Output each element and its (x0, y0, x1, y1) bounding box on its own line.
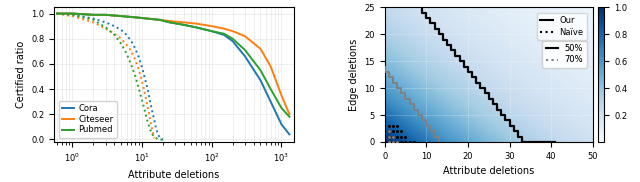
Line: Cora: Cora (57, 14, 289, 134)
Cora (193, 26, 200, 29)
Cora (241, 55, 249, 58)
Citeseer (208, 25, 216, 27)
Cora (229, 40, 237, 42)
Pubmed (53, 13, 61, 15)
X-axis label: Attribute deletions: Attribute deletions (129, 170, 220, 180)
Citeseer (278, 94, 285, 96)
Point (392, 135, 403, 138)
Pubmed (220, 33, 228, 35)
Citeseer (180, 21, 188, 23)
Point (409, 141, 419, 143)
Pubmed (193, 26, 200, 29)
Point (384, 130, 394, 133)
Citeseer (285, 113, 293, 115)
Point (396, 135, 406, 138)
Citeseer (193, 23, 200, 25)
Point (388, 135, 398, 138)
Point (392, 141, 403, 143)
Pubmed (241, 49, 249, 51)
Citeseer (220, 28, 228, 30)
Pubmed (156, 19, 164, 21)
Point (388, 141, 398, 143)
Point (388, 135, 398, 138)
Pubmed (102, 14, 109, 16)
Point (384, 141, 394, 143)
Cora (267, 101, 275, 103)
Citeseer (102, 14, 109, 16)
Legend: Cora, Citeseer, Pubmed: Cora, Citeseer, Pubmed (59, 101, 117, 138)
Pubmed (144, 17, 152, 20)
Citeseer (68, 13, 76, 15)
Citeseer (166, 20, 173, 22)
Cora (117, 15, 125, 17)
Citeseer (132, 16, 140, 18)
Cora (90, 14, 97, 16)
Cora (132, 16, 140, 18)
Cora (257, 79, 264, 81)
X-axis label: Attribute deletions: Attribute deletions (443, 166, 534, 176)
Pubmed (257, 69, 264, 71)
Pubmed (229, 38, 237, 40)
Cora (278, 123, 285, 125)
Y-axis label: Certified ratio: Certified ratio (16, 41, 26, 108)
Point (388, 124, 398, 127)
Pubmed (180, 24, 188, 26)
Point (392, 141, 403, 143)
Point (396, 130, 406, 133)
Pubmed (132, 16, 140, 18)
Pubmed (117, 15, 125, 17)
Point (384, 124, 394, 127)
Y-axis label: Edge deletions: Edge deletions (349, 39, 359, 111)
Point (401, 135, 411, 138)
Point (396, 141, 406, 143)
Cora (102, 14, 109, 16)
Cora (285, 133, 293, 136)
Point (384, 141, 394, 143)
Pubmed (278, 107, 285, 109)
Point (392, 124, 403, 127)
Citeseer (267, 65, 275, 68)
Point (384, 135, 394, 138)
Cora (53, 13, 61, 15)
Citeseer (156, 19, 164, 21)
Cora (68, 13, 76, 15)
Cora (156, 19, 164, 21)
Cora (144, 17, 152, 20)
Pubmed (90, 14, 97, 16)
Pubmed (285, 116, 293, 118)
Cora (180, 24, 188, 26)
Cora (166, 21, 173, 23)
Citeseer (144, 17, 152, 20)
Point (392, 130, 403, 133)
Pubmed (208, 30, 216, 32)
Citeseer (53, 13, 61, 15)
Point (401, 141, 411, 143)
Citeseer (241, 35, 249, 37)
Cora (220, 34, 228, 36)
Point (388, 141, 398, 143)
Point (404, 141, 415, 143)
Point (384, 135, 394, 138)
Line: Citeseer: Citeseer (57, 14, 289, 114)
Citeseer (117, 15, 125, 17)
Pubmed (267, 88, 275, 90)
Pubmed (166, 21, 173, 23)
Legend: 50%, 70%: 50%, 70% (542, 41, 587, 68)
Line: Pubmed: Pubmed (57, 14, 289, 117)
Point (388, 130, 398, 133)
Point (384, 130, 394, 133)
Pubmed (68, 13, 76, 15)
Citeseer (257, 48, 264, 50)
Citeseer (229, 30, 237, 32)
Citeseer (90, 14, 97, 16)
Cora (208, 30, 216, 32)
